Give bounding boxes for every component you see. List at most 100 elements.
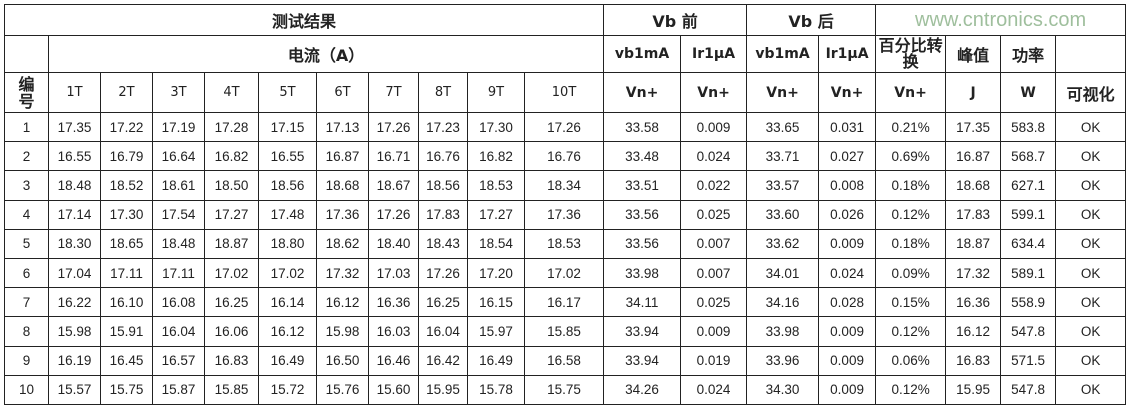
- data-cell: 17.32: [316, 257, 369, 289]
- column-header: Vn+: [875, 72, 947, 113]
- sub-header: 峰值: [945, 35, 1002, 73]
- id-header: 编号: [4, 72, 49, 113]
- data-cell: 15.95: [418, 374, 468, 405]
- table-row: 5 18.30 18.65 18.48 18.87 18.80 18.62 18.40 18.4…: [4, 228, 1127, 259]
- row-id-cell: 7: [4, 287, 49, 318]
- row-id-cell: 1: [4, 111, 49, 143]
- data-cell: 17.27: [204, 199, 259, 230]
- data-cell: 16.82: [467, 141, 525, 172]
- data-cell: 17.35: [48, 111, 101, 143]
- data-cell: 0.024: [680, 374, 748, 405]
- data-cell: 16.55: [258, 141, 317, 172]
- current-header: 电流（A）: [47, 35, 605, 73]
- data-cell: 0.007: [680, 257, 748, 289]
- data-cell: 583.8: [1000, 111, 1057, 143]
- data-cell: OK: [1055, 199, 1127, 230]
- data-cell: 17.02: [204, 257, 259, 289]
- data-cell: 568.7: [1000, 141, 1057, 172]
- data-cell: 16.17: [523, 287, 605, 318]
- data-cell: 0.008: [818, 170, 877, 201]
- data-cell: 547.8: [1000, 316, 1057, 347]
- data-cell: 16.04: [418, 316, 468, 347]
- sub-header: Ir1μA: [818, 35, 877, 73]
- data-cell: OK: [1055, 141, 1127, 172]
- data-cell: 33.56: [603, 199, 682, 230]
- data-cell: 17.23: [418, 111, 468, 143]
- column-header: W: [1000, 72, 1057, 113]
- row-id-cell: 2: [4, 141, 49, 172]
- data-cell: 16.04: [152, 316, 205, 347]
- data-cell: 18.48: [152, 228, 205, 259]
- data-cell: 17.54: [152, 199, 205, 230]
- data-cell: 15.87: [152, 374, 205, 405]
- sub-header: 百分比转换: [875, 35, 947, 73]
- data-cell: 17.35: [945, 111, 1002, 143]
- column-header: 9T: [467, 72, 525, 113]
- data-cell: 18.52: [100, 170, 153, 201]
- data-cell: 16.08: [152, 287, 205, 318]
- empty-header-cell: [1055, 35, 1127, 73]
- data-cell: 34.01: [746, 257, 820, 289]
- column-header: Vn+: [680, 72, 748, 113]
- data-cell: 18.65: [100, 228, 153, 259]
- data-cell: OK: [1055, 287, 1127, 318]
- column-header: 3T: [152, 72, 205, 113]
- data-cell: 0.025: [680, 199, 748, 230]
- data-cell: 0.15%: [875, 287, 947, 318]
- data-cell: 17.28: [204, 111, 259, 143]
- data-cell: 17.20: [467, 257, 525, 289]
- data-cell: 18.68: [316, 170, 369, 201]
- data-cell: 18.40: [368, 228, 419, 259]
- data-cell: 0.009: [818, 228, 877, 259]
- data-cell: 16.76: [523, 141, 605, 172]
- data-cell: 17.11: [152, 257, 205, 289]
- data-cell: 33.60: [746, 199, 820, 230]
- column-header: 1T: [48, 72, 101, 113]
- data-cell: 599.1: [1000, 199, 1057, 230]
- sub-header: Ir1μA: [680, 35, 748, 73]
- data-cell: 15.91: [100, 316, 153, 347]
- sub-header: 功率: [1000, 35, 1057, 73]
- empty-header-cell: [4, 35, 49, 73]
- data-cell: 16.45: [100, 345, 153, 376]
- data-cell: 547.8: [1000, 374, 1057, 405]
- data-cell: 0.007: [680, 228, 748, 259]
- data-cell: 17.32: [945, 257, 1002, 289]
- data-cell: 17.02: [258, 257, 317, 289]
- data-cell: 15.85: [523, 316, 605, 347]
- data-cell: 16.25: [418, 287, 468, 318]
- data-cell: 16.12: [945, 316, 1002, 347]
- table-row: 1 17.35 17.22 17.19 17.28 17.15 17.13 17.26 17.2…: [4, 111, 1127, 143]
- data-cell: 18.53: [523, 228, 605, 259]
- data-cell: 33.98: [603, 257, 682, 289]
- data-cell: 16.58: [523, 345, 605, 376]
- data-cell: OK: [1055, 316, 1127, 347]
- data-cell: 18.87: [945, 228, 1002, 259]
- data-cell: 589.1: [1000, 257, 1057, 289]
- column-header: 可视化: [1055, 72, 1127, 113]
- data-cell: OK: [1055, 111, 1127, 143]
- data-cell: 17.26: [418, 257, 468, 289]
- data-cell: 33.62: [746, 228, 820, 259]
- column-header: Vn+: [603, 72, 682, 113]
- data-cell: 16.19: [48, 345, 101, 376]
- data-cell: 33.98: [746, 316, 820, 347]
- data-cell: 15.98: [316, 316, 369, 347]
- data-cell: 0.009: [818, 374, 877, 405]
- data-cell: 17.11: [100, 257, 153, 289]
- data-cell: 16.87: [945, 141, 1002, 172]
- data-cell: 17.30: [467, 111, 525, 143]
- data-cell: 16.83: [945, 345, 1002, 376]
- data-cell: OK: [1055, 170, 1127, 201]
- column-header: 4T: [204, 72, 259, 113]
- data-cell: 16.55: [48, 141, 101, 172]
- column-header: 5T: [258, 72, 317, 113]
- data-cell: 33.96: [746, 345, 820, 376]
- table-row: 8 15.98 15.91 16.04 16.06 16.12 15.98 16.03 16.0…: [4, 316, 1127, 347]
- data-cell: 17.30: [100, 199, 153, 230]
- data-cell: 15.75: [100, 374, 153, 405]
- data-cell: 16.10: [100, 287, 153, 318]
- data-cell: 16.25: [204, 287, 259, 318]
- data-cell: OK: [1055, 228, 1127, 259]
- data-cell: 17.36: [523, 199, 605, 230]
